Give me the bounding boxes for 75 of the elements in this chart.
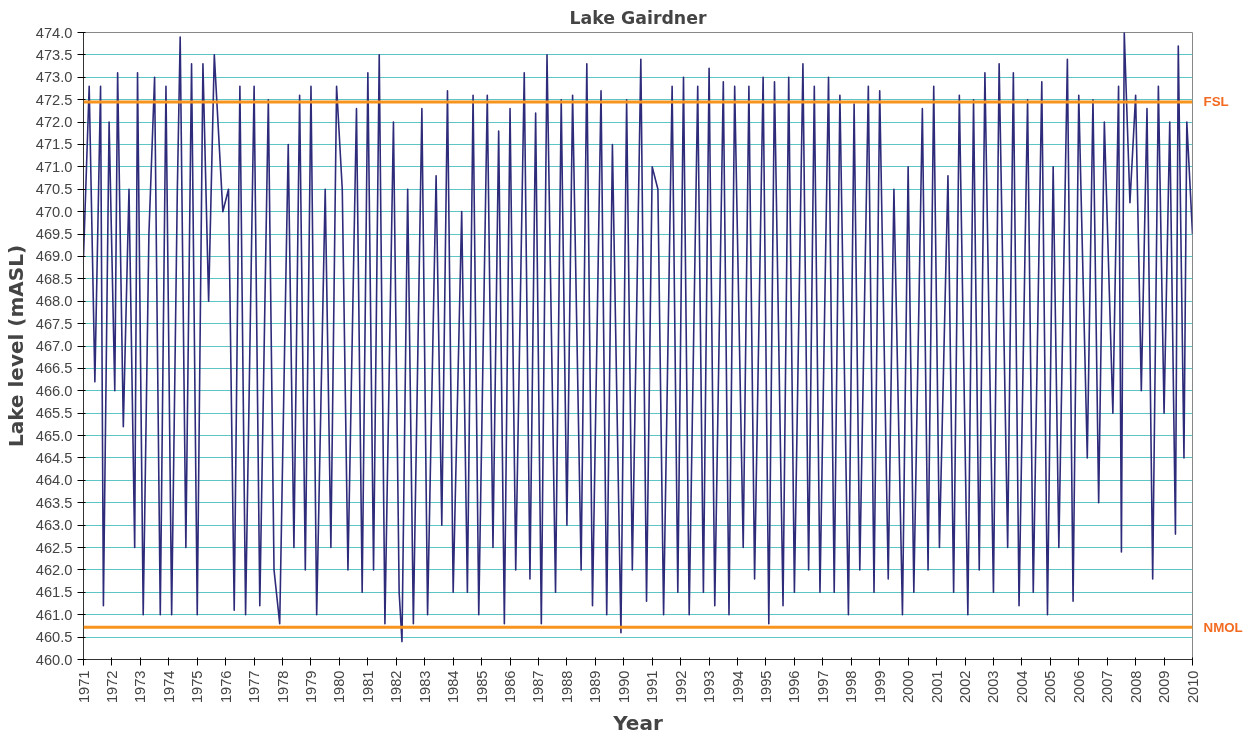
x-tick-label: 1984 [445,670,462,704]
y-tick-label: 471.5 [35,136,73,153]
x-tick-label: 2007 [1099,670,1116,704]
y-tick-label: 470.5 [35,181,73,198]
y-tick-label: 464.5 [35,449,73,466]
x-tick-label: 1972 [103,670,120,704]
y-tick-label: 470.0 [35,203,73,220]
x-axis-title: Year [612,711,663,736]
y-tick-label: 469.0 [35,248,73,265]
y-tick-label: 474.0 [35,24,73,41]
x-tick-label: 1973 [132,670,149,704]
x-tick-label: 1991 [644,670,661,704]
x-tick-label: 1990 [615,670,632,704]
x-tick-label: 1988 [558,670,575,704]
x-tick-label: 2003 [985,670,1002,704]
y-tick-label: 461.5 [35,584,73,601]
x-tick-label: 1996 [786,670,803,704]
y-tick-label: 464.0 [35,472,73,489]
x-tick-label: 1987 [530,670,547,704]
x-tick-label: 1983 [416,670,433,704]
x-tick-label: 1999 [871,670,888,704]
x-tick-label: 1993 [701,670,718,704]
y-tick-label: 466.5 [35,360,73,377]
x-tick-label: 2002 [957,670,974,704]
y-tick-label: 468.5 [35,270,73,287]
x-tick-label: 2001 [928,670,945,704]
x-tick-label: 2000 [900,670,917,704]
x-tick-label: 1994 [729,670,746,704]
chart-title: Lake Gairdner [569,7,707,28]
y-axis-title: Lake level (mASL) [3,244,28,448]
x-tick-label: 1980 [331,670,348,704]
y-tick-label: 467.0 [35,338,73,354]
x-tick-label: 1989 [587,670,604,704]
y-tick-label: 465.5 [35,405,73,422]
x-tick-label: 1971 [75,670,92,704]
y-tick-label: 461.0 [35,606,73,623]
ref-line-label: FSL [1203,94,1229,110]
x-tick-label: 1998 [843,670,860,704]
y-tick-label: 469.5 [35,226,73,243]
y-tick-label: 463.0 [35,517,73,534]
y-tick-label: 465.0 [35,427,73,444]
y-tick-label: 463.5 [35,494,73,511]
x-tick-label: 2008 [1127,670,1144,704]
y-tick-label: 460.0 [35,651,73,668]
y-tick-label: 473.0 [35,69,73,86]
x-tick-label: 1974 [160,670,177,704]
y-tick-label: 472.5 [35,91,73,108]
x-tick-label: 1981 [359,670,376,704]
x-tick-label: 1995 [757,670,774,704]
x-tick-label: 1997 [814,670,831,704]
x-tick-label: 2004 [1013,670,1030,704]
y-tick-label: 472.0 [35,114,73,131]
y-tick-label: 468.0 [35,293,73,310]
y-tick-label: 473.5 [35,46,73,63]
x-tick-label: 1979 [302,670,319,704]
x-tick-label: 1986 [502,670,519,704]
x-tick-label: 1985 [473,670,490,704]
x-tick-label: 1978 [274,670,291,704]
x-tick-label: 1992 [672,670,689,704]
x-tick-label: 2009 [1156,670,1173,704]
y-tick-label: 466.0 [35,382,73,399]
y-tick-label: 467.5 [35,315,73,332]
y-tick-label: 460.5 [35,629,73,646]
y-tick-label: 462.5 [35,539,73,556]
y-tick-label: 471.0 [35,158,73,175]
y-tick-label: 462.0 [35,561,73,578]
x-tick-label: 1977 [246,670,263,704]
x-tick-label: 1976 [217,670,234,704]
x-tick-label: 2006 [1070,670,1087,704]
ref-line-label: NMOL [1203,619,1243,635]
x-tick-label: 2005 [1042,670,1059,704]
line-series [83,32,1193,643]
x-tick-label: 1982 [388,670,405,704]
x-tick-label: 2010 [1184,670,1201,704]
x-tick-label: 1975 [189,670,206,704]
